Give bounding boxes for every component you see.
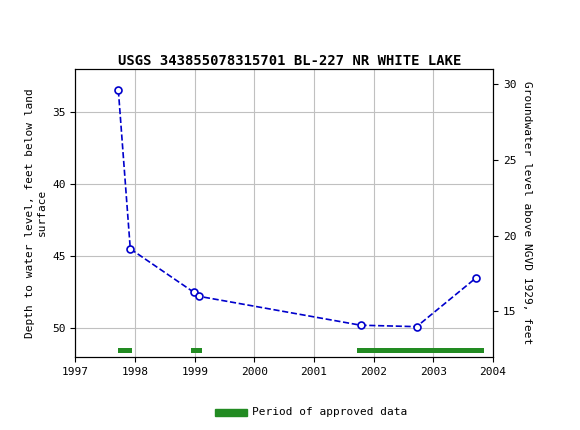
Text: Period of approved data: Period of approved data — [252, 407, 408, 418]
Bar — [191, 348, 202, 353]
Y-axis label: Groundwater level above NGVD 1929, feet: Groundwater level above NGVD 1929, feet — [522, 81, 532, 344]
Bar — [357, 348, 484, 353]
Bar — [118, 348, 132, 353]
Text: USGS 343855078315701 BL-227 NR WHITE LAKE: USGS 343855078315701 BL-227 NR WHITE LAK… — [118, 54, 462, 68]
Text: ❖ USGS: ❖ USGS — [9, 14, 68, 31]
Y-axis label: Depth to water level, feet below land
surface: Depth to water level, feet below land su… — [25, 88, 46, 338]
